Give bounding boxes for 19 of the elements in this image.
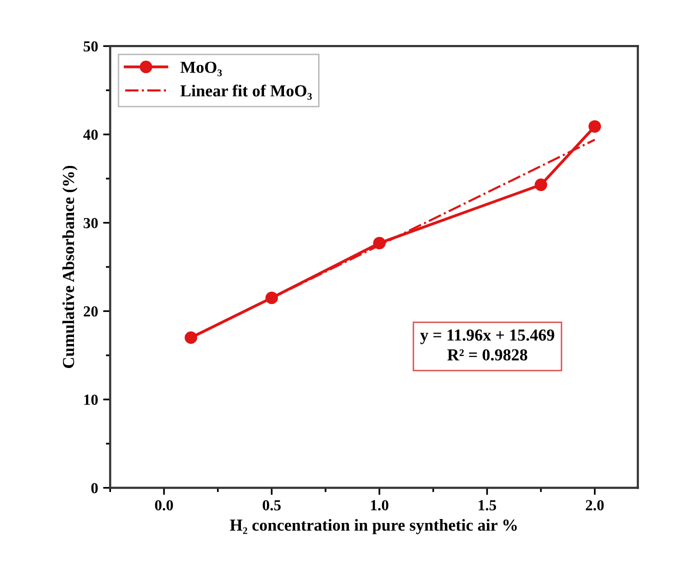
legend-label: Linear fit of MoO₃ bbox=[180, 84, 312, 100]
x-tick-label: 1.0 bbox=[371, 500, 388, 510]
x-tick-label: 0.0 bbox=[155, 500, 173, 510]
point bbox=[588, 120, 602, 133]
y-tick-label: 30 bbox=[84, 218, 98, 228]
x-tick-label: 2.0 bbox=[586, 500, 604, 510]
x-tick-label: 0.5 bbox=[262, 500, 281, 510]
x-axis-title: H₂ concentration in pure synthetic air % bbox=[230, 519, 517, 534]
point bbox=[184, 331, 198, 344]
y-tick-label: 40 bbox=[83, 130, 98, 140]
annotation: y = 11.96x + 15.469 R² = 0.9828 bbox=[420, 330, 554, 361]
legend-label: MoO₃ bbox=[180, 62, 222, 76]
y-tick-label: 0 bbox=[91, 482, 98, 494]
y-tick-label: 50 bbox=[84, 41, 98, 52]
y-tick-label: 10 bbox=[84, 394, 98, 405]
y-tick-label: 20 bbox=[84, 306, 98, 317]
y-axis-title: Cumulative Absorbance (%) bbox=[62, 166, 78, 368]
x-tick-label: 1.5 bbox=[478, 500, 496, 510]
point bbox=[534, 178, 548, 192]
